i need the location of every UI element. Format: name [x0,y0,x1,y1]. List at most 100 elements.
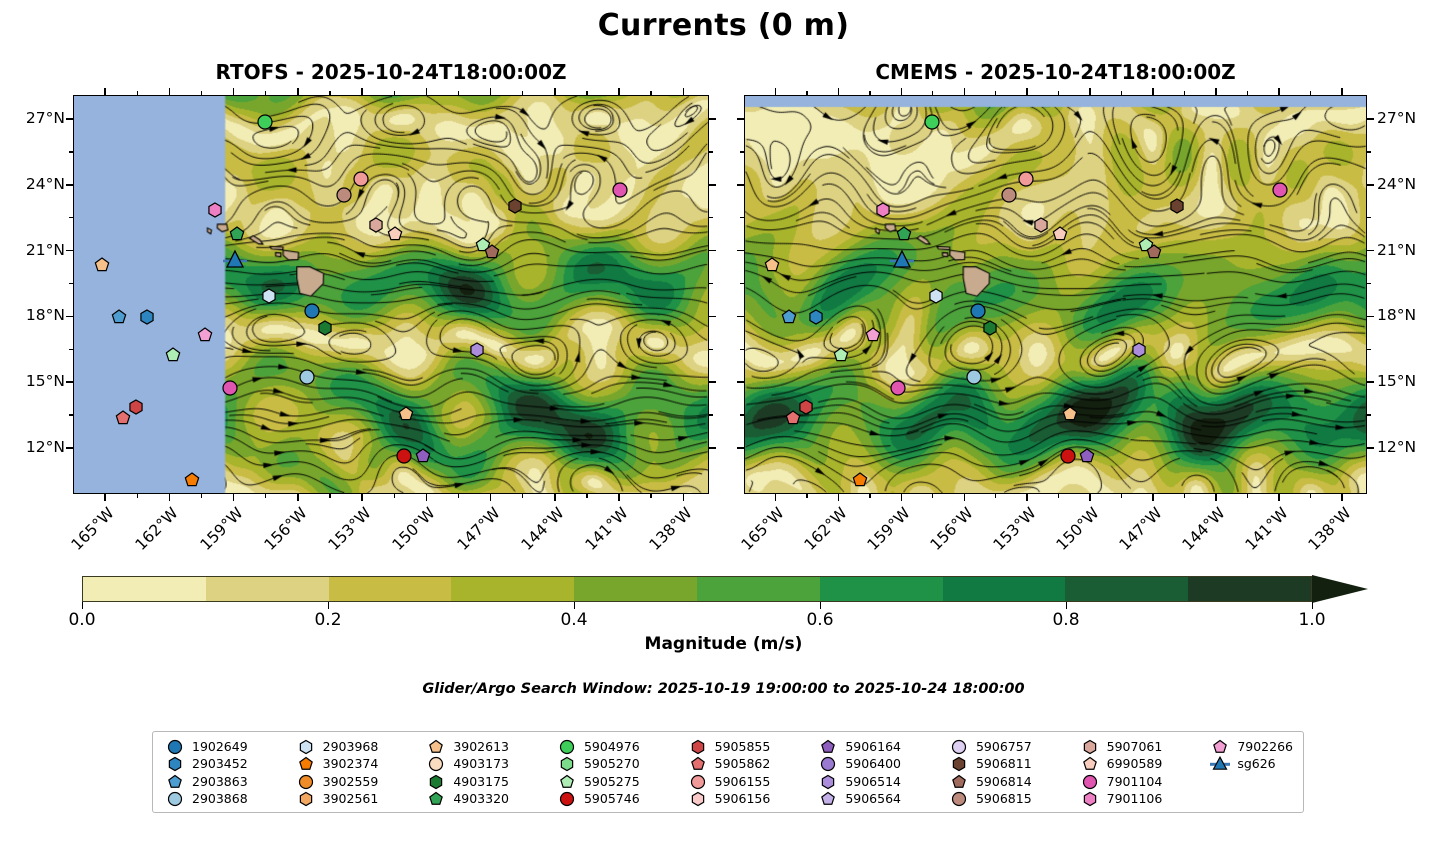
legend-item-5906815[interactable]: 5906815 [949,791,1080,809]
map-marker-7901106[interactable] [875,202,892,219]
map-marker-2903968[interactable] [927,287,944,304]
map-marker-5905855[interactable] [797,399,814,416]
legend-item-2903452[interactable]: 2903452 [165,756,296,774]
legend-item-4903175[interactable]: 4903175 [426,773,557,791]
map-marker-5906811[interactable] [1169,197,1186,214]
map-marker-3902613[interactable] [764,256,781,273]
legend-item-5906164[interactable]: 5906164 [818,738,949,756]
legend-item-4903320[interactable]: 4903320 [426,791,557,809]
legend-item-3902561[interactable]: 3902561 [296,791,427,809]
legend-item-2903868[interactable]: 2903868 [165,791,296,809]
map-marker-3902613[interactable] [93,256,110,273]
map-marker-1902649[interactable] [303,302,320,319]
map-marker-4903175[interactable] [982,320,999,337]
map-marker-2903452[interactable] [138,309,155,326]
y-axis-tick-label-right: 15°N [1377,372,1417,391]
map-marker-5905275[interactable] [475,237,492,254]
legend-item-sg626[interactable]: sg626 [1210,756,1293,774]
map-marker-5906815[interactable] [1001,186,1018,203]
map-marker-4903320[interactable] [896,226,913,243]
legend-item-5906814[interactable]: 5906814 [949,773,1080,791]
map-marker-5906155[interactable] [352,171,369,188]
panel-title-rtofs: RTOFS - 2025-10-24T18:00:00Z [215,60,567,84]
map-marker-4903175[interactable] [316,320,333,337]
map-marker-sg626[interactable] [222,249,248,271]
legend-item-3902559[interactable]: 3902559 [296,773,427,791]
legend-item-5906514[interactable]: 5906514 [818,773,949,791]
legend-item-5906155[interactable]: 5906155 [688,773,819,791]
map-marker-7902266[interactable] [864,326,881,343]
map-marker-5906514[interactable] [1131,342,1148,359]
map-marker-2903863[interactable] [110,309,127,326]
map-marker-7902266[interactable] [196,326,213,343]
map-marker-6990589[interactable] [1051,226,1068,243]
map-marker-2903868[interactable] [299,368,316,385]
map-marker-6990589[interactable] [387,226,404,243]
map-marker-2903452[interactable] [808,309,825,326]
legend-item-1902649[interactable]: 1902649 [165,738,296,756]
legend-item-2903863[interactable]: 2903863 [165,773,296,791]
legend-item-5905270[interactable]: 5905270 [557,756,688,774]
map-marker-7901104b[interactable] [890,379,907,396]
legend-item-7902266[interactable]: 7902266 [1210,738,1293,756]
map-marker-5907061[interactable] [1032,217,1049,234]
legend-item-5906811[interactable]: 5906811 [949,756,1080,774]
legend-item-5905855[interactable]: 5905855 [688,738,819,756]
map-marker-5905855[interactable] [128,399,145,416]
y-tick-right [1367,447,1374,449]
legend-item-5906156[interactable]: 5906156 [688,791,819,809]
map-marker-5905275b[interactable] [164,346,181,363]
legend-item-5907061[interactable]: 5907061 [1080,738,1211,756]
map-marker-5906811[interactable] [507,197,524,214]
map-marker-5906155[interactable] [1018,171,1035,188]
map-marker-2903863[interactable] [781,309,798,326]
map-marker-7901106[interactable] [207,202,224,219]
x-tick-minor [329,494,331,498]
map-marker-2903968[interactable] [260,287,277,304]
legend-item-3902374[interactable]: 3902374 [296,756,427,774]
map-marker-5905746[interactable] [1060,447,1077,464]
map-marker-3902374[interactable] [852,471,869,488]
map-marker-5906814[interactable] [483,243,500,260]
map-marker-7901104[interactable] [612,182,629,199]
map-marker-5906814[interactable] [1146,243,1163,260]
legend-item-3902613[interactable]: 3902613 [426,738,557,756]
legend-item-5905746[interactable]: 5905746 [557,791,688,809]
legend-item-6990589[interactable]: 6990589 [1080,756,1211,774]
map-marker-5906164[interactable] [1078,447,1095,464]
legend-item-7901106[interactable]: 7901106 [1080,791,1211,809]
map-marker-7901104[interactable] [1271,182,1288,199]
legend-item-5906564[interactable]: 5906564 [818,791,949,809]
map-marker-3902613b[interactable] [397,405,414,422]
map-marker-4903320[interactable] [228,226,245,243]
legend-item-5906400[interactable]: 5906400 [818,756,949,774]
legend-item-5904976[interactable]: 5904976 [557,738,688,756]
map-marker-5905746[interactable] [395,447,412,464]
legend-item-5905275[interactable]: 5905275 [557,773,688,791]
map-panel-rtofs[interactable] [73,95,709,494]
map-marker-5907061[interactable] [367,217,384,234]
map-marker-7901104b[interactable] [222,379,239,396]
map-marker-3902374[interactable] [183,471,200,488]
map-marker-5905275b[interactable] [833,346,850,363]
float-legend[interactable]: 1902649 2903452 2903863 2903868 2903968 39023… [152,731,1304,813]
map-marker-1902649[interactable] [969,302,986,319]
legend-item-4903173[interactable]: 4903173 [426,756,557,774]
map-marker-5906815[interactable] [335,186,352,203]
map-marker-5906514[interactable] [468,342,485,359]
map-marker-5905862[interactable] [115,410,132,427]
map-marker-5904976[interactable] [923,114,940,131]
map-marker-5906164[interactable] [415,447,432,464]
legend-item-5905862[interactable]: 5905862 [688,756,819,774]
legend-item-5906757[interactable]: 5906757 [949,738,1080,756]
map-marker-sg626[interactable] [889,249,915,271]
legend-item-7901104[interactable]: 7901104 [1080,773,1211,791]
map-marker-5904976[interactable] [256,114,273,131]
map-marker-3902613b[interactable] [1062,405,1079,422]
map-panel-cmems[interactable] [744,95,1367,494]
colorbar-band-7 [942,577,1066,601]
map-marker-2903868[interactable] [965,368,982,385]
map-marker-5905275[interactable] [1137,237,1154,254]
legend-item-2903968[interactable]: 2903968 [296,738,427,756]
map-marker-5905862[interactable] [785,410,802,427]
